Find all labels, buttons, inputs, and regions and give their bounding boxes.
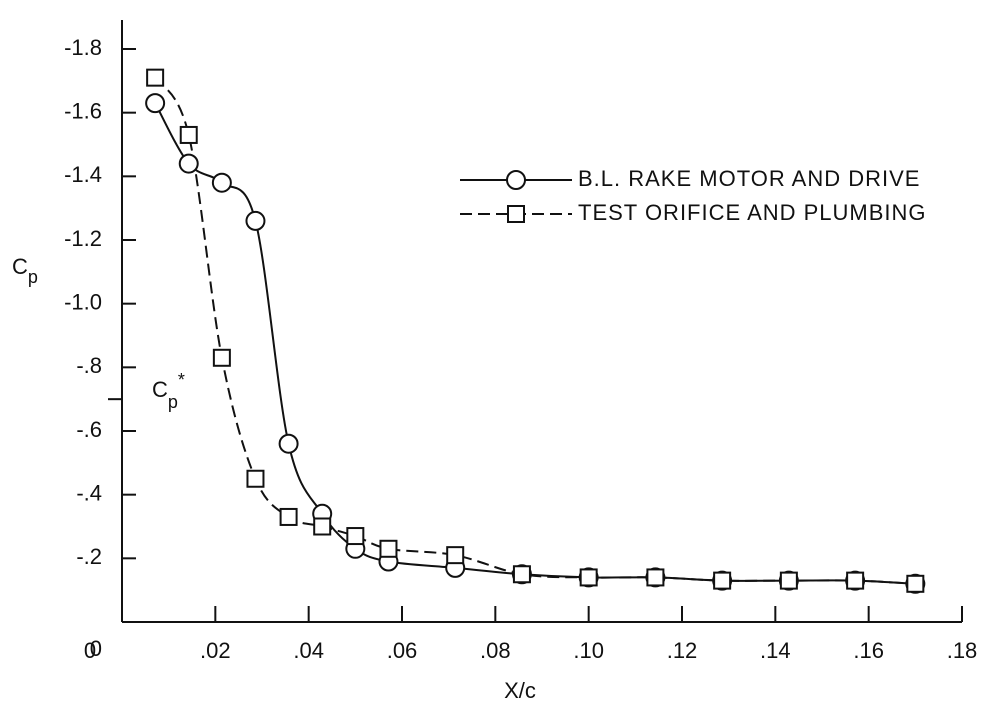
marker: [146, 68, 165, 87]
marker: [779, 571, 798, 590]
marker: [278, 433, 299, 454]
y-tick-label: -1.8: [64, 35, 102, 60]
y-tick-label: 0: [90, 636, 102, 661]
y-axis-label: Cp: [12, 254, 38, 287]
x-tick-label: 0: [84, 638, 96, 663]
marker: [846, 571, 865, 590]
marker: [178, 153, 199, 174]
y-tick-label: -1.2: [64, 226, 102, 251]
x-tick-label: .06: [387, 638, 418, 663]
x-tick-label: .10: [573, 638, 604, 663]
marker: [211, 172, 232, 193]
marker: [446, 546, 465, 565]
marker: [346, 527, 365, 546]
y-tick-label: -.8: [76, 353, 102, 378]
annotation-sub: p: [168, 392, 178, 412]
y-label-sub: p: [28, 267, 38, 287]
y-tick-label: -.6: [76, 417, 102, 442]
marker: [713, 571, 732, 590]
x-tick-label: .04: [293, 638, 324, 663]
legend-label: B.L. RAKE MOTOR AND DRIVE: [578, 166, 920, 191]
x-tick-label: .16: [853, 638, 884, 663]
marker: [246, 469, 265, 488]
marker: [245, 210, 266, 231]
y-tick-label: -.2: [76, 544, 102, 569]
marker: [379, 539, 398, 558]
marker: [279, 507, 298, 526]
x-tick-label: .02: [200, 638, 231, 663]
y-tick-label: -1.0: [64, 289, 102, 314]
marker: [646, 568, 665, 587]
marker: [179, 125, 198, 144]
annotation-main: C: [152, 377, 168, 402]
annotation: Cp*: [152, 370, 185, 412]
marker: [507, 205, 525, 223]
y-tick-label: -1.6: [64, 98, 102, 123]
y-tick-label: -1.4: [64, 162, 102, 187]
marker: [145, 93, 166, 114]
series-line: [154, 77, 916, 585]
x-axis-label: X/c: [504, 678, 536, 703]
y-tick-label: -.4: [76, 480, 102, 505]
marker: [506, 170, 526, 190]
x-tick-label: .08: [480, 638, 511, 663]
marker: [579, 568, 598, 587]
y-label-main: C: [12, 254, 28, 279]
annotation-sup: *: [178, 370, 185, 390]
marker: [512, 565, 531, 584]
marker: [212, 348, 231, 367]
marker: [313, 517, 332, 536]
x-tick-label: .14: [760, 638, 791, 663]
x-tick-label: .18: [947, 638, 978, 663]
legend-label: TEST ORIFICE AND PLUMBING: [578, 200, 927, 225]
x-tick-label: .12: [667, 638, 698, 663]
marker: [906, 574, 925, 593]
